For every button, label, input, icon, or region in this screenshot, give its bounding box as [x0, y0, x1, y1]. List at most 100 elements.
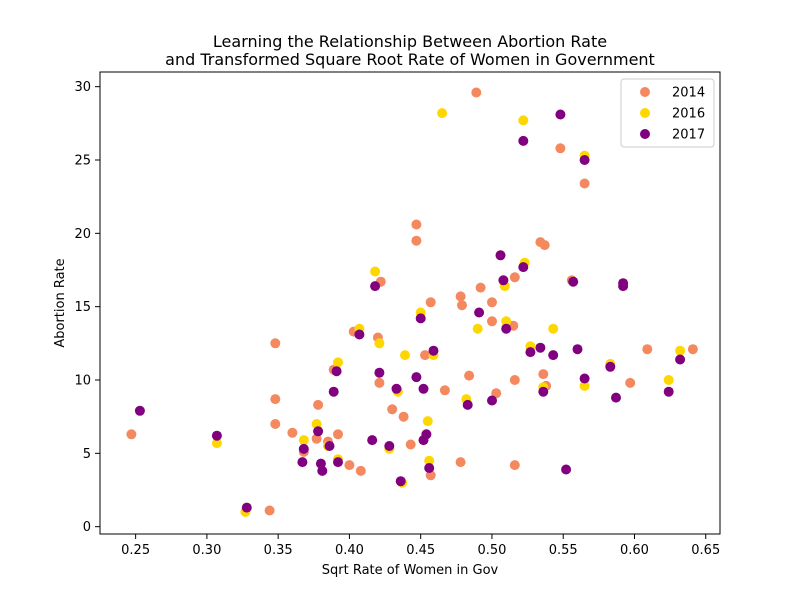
scatter-point-2016	[518, 115, 529, 126]
scatter-point-2014	[487, 297, 497, 308]
scatter-point-2017	[333, 457, 343, 468]
scatter-point-2014	[270, 338, 281, 349]
scatter-point-2017	[317, 465, 328, 476]
y-tick-label: 15	[74, 300, 91, 315]
scatter-point-2014	[538, 369, 549, 380]
x-tick-label: 0.35	[264, 543, 293, 558]
scatter-point-2017	[561, 464, 572, 475]
x-axis-ticks: 0.25 0.30 0.35 0.40 0.45 0.50 0.55 0.60 0.65	[121, 534, 720, 558]
y-axis-label: Abortion Rate	[53, 258, 68, 347]
scatter-point-2017	[298, 443, 309, 454]
scatter-point-2014	[625, 377, 636, 388]
scatter-point-2017	[663, 386, 674, 397]
scatter-point-2014	[475, 282, 486, 293]
scatter-point-2014	[333, 429, 343, 440]
x-tick-label: 0.40	[335, 543, 364, 558]
scatter-point-2014	[455, 457, 466, 468]
legend-marker-2016	[640, 108, 650, 118]
scatter-point-2014	[487, 316, 497, 327]
scatter-point-2014	[270, 419, 281, 429]
scatter-point-2014	[425, 297, 436, 308]
scatter-point-2017	[354, 329, 365, 340]
scatter-point-2017	[675, 354, 686, 365]
scatter-point-2016	[424, 455, 435, 466]
y-axis-ticks: 0 5 10 15 20 25 30	[74, 80, 100, 535]
scatter-point-2014	[555, 143, 566, 154]
scatter-point-2017	[374, 367, 385, 378]
scatter-point-2016	[211, 438, 222, 449]
scatter-point-2017	[474, 307, 485, 318]
legend-label-2014: 2014	[672, 86, 705, 101]
scatter-point-2014	[579, 178, 590, 189]
scatter-point-2017	[518, 262, 529, 273]
y-tick-label: 20	[74, 227, 91, 242]
scatter-point-2014	[411, 235, 422, 246]
scatter-point-2016	[675, 345, 686, 356]
scatter-point-2014	[457, 300, 467, 311]
scatter-point-2017	[313, 426, 324, 437]
scatter-point-2014	[420, 350, 430, 361]
x-tick-label: 0.50	[477, 543, 506, 558]
scatter-point-2017	[241, 502, 252, 513]
scatter-point-2017	[555, 109, 566, 120]
scatter-point-2014	[126, 429, 137, 440]
scatter-point-2017	[611, 392, 621, 403]
scatter-point-2014	[509, 460, 520, 471]
scatter-point-2017	[579, 155, 590, 165]
scatter-point-2017	[572, 344, 583, 355]
scatter-point-2017	[324, 441, 335, 451]
scatter-point-2017	[384, 441, 395, 451]
legend-marker-2017	[640, 129, 650, 139]
y-tick-label: 0	[83, 520, 91, 535]
scatter-point-2017	[495, 250, 506, 261]
legend-label-2016: 2016	[672, 107, 705, 122]
x-tick-label: 0.65	[691, 543, 720, 558]
scatter-point-2014	[344, 460, 355, 471]
legend: 2014 2016 2017	[620, 78, 715, 148]
scatter-point-2014	[355, 465, 366, 476]
y-tick-label: 25	[74, 154, 91, 169]
scatter-point-2017	[421, 429, 432, 440]
x-axis-label: Sqrt Rate of Women in Gov	[322, 563, 499, 578]
scatter-point-2017	[538, 386, 549, 397]
scatter-point-2017	[462, 399, 473, 410]
scatter-point-2016	[472, 323, 483, 334]
x-tick-label: 0.55	[549, 543, 578, 558]
x-tick-label: 0.45	[406, 543, 435, 558]
chart-title-line-2: and Transformed Square Root Rate of Wome…	[165, 50, 655, 69]
x-tick-label: 0.25	[121, 543, 150, 558]
scatter-point-2014	[439, 385, 450, 396]
scatter-point-2016	[437, 108, 448, 119]
chart-title: Learning the Relationship Between Aborti…	[165, 32, 655, 69]
plot-area-frame	[99, 71, 721, 535]
scatter-point-2014	[311, 433, 322, 444]
scatter-point-2017	[579, 373, 590, 384]
scatter-point-2014	[287, 427, 298, 438]
scatter-point-2014	[398, 411, 409, 422]
scatter-point-2014	[642, 344, 653, 355]
chart-title-line-1: Learning the Relationship Between Aborti…	[213, 32, 607, 51]
scatter-point-2014	[313, 399, 324, 410]
scatter-point-2017	[487, 395, 497, 406]
scatter-point-2017	[328, 386, 339, 397]
scatter-point-2017	[418, 383, 429, 394]
scatter-point-2014	[539, 240, 550, 251]
scatter-point-2017	[501, 323, 512, 334]
scatter-point-2017	[411, 372, 422, 383]
scatter-point-2017	[605, 361, 616, 372]
scatter-point-2016	[333, 357, 343, 368]
x-tick-label: 0.60	[620, 543, 649, 558]
scatter-point-2017	[370, 281, 381, 292]
scatter-point-2017	[618, 278, 629, 289]
scatter-point-2014	[455, 291, 466, 302]
scatter-point-2017	[134, 405, 145, 416]
scatter-point-2014	[509, 272, 520, 283]
scatter-point-2014	[405, 439, 416, 450]
scatter-point-2017	[568, 276, 579, 287]
x-tick-label: 0.30	[192, 543, 221, 558]
scatter-point-2014	[491, 388, 502, 399]
scatter-point-2014	[270, 394, 281, 405]
scatter-point-2017	[548, 350, 559, 361]
scatter-point-2017	[367, 435, 378, 446]
